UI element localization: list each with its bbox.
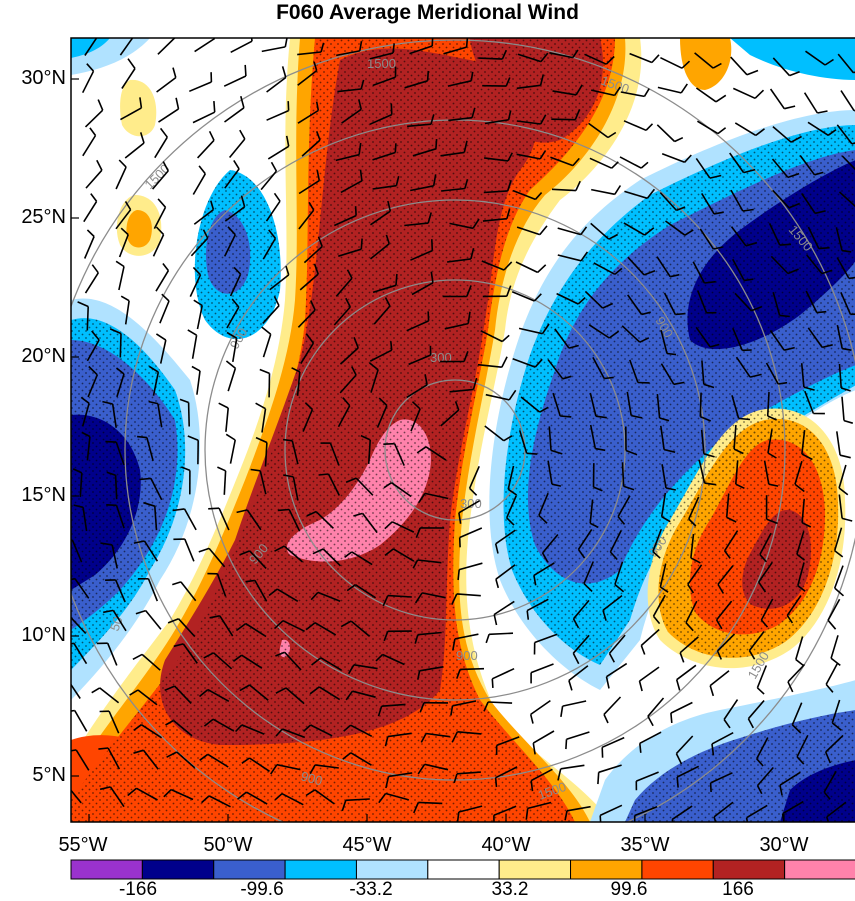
lat-label-10n: 10°N xyxy=(2,624,66,647)
lat-label-15n: 15°N xyxy=(2,484,66,507)
wind-barb-feather xyxy=(93,28,99,36)
wind-barb-feather xyxy=(278,510,289,511)
wind-barb-feather xyxy=(432,35,433,46)
wind-barb-feather xyxy=(780,244,791,245)
wind-barb-staff xyxy=(700,393,701,417)
colorbar-box xyxy=(499,860,570,879)
wind-barb-feather xyxy=(780,315,790,316)
colorbar-label: 166 xyxy=(693,879,783,901)
wind-barb-feather xyxy=(128,26,134,36)
wind-barb-staff xyxy=(623,462,624,486)
wind-barb-staff xyxy=(488,702,512,703)
wind-barb-feather xyxy=(319,474,329,475)
wind-barb-feather xyxy=(560,416,571,417)
contour-label-900: 900 xyxy=(456,648,478,663)
colorbar-box xyxy=(571,860,642,879)
wind-barb-feather xyxy=(361,239,362,250)
wind-barb-feather xyxy=(106,505,116,506)
lon-label-40w: 40°W xyxy=(461,834,551,857)
colorbar-label: 33.2 xyxy=(465,879,555,901)
wind-barb-feather xyxy=(739,418,750,419)
colorbar-box xyxy=(356,860,427,879)
colorbar-label: 99.6 xyxy=(584,879,674,901)
wind-barb-feather xyxy=(383,444,394,445)
wind-barb-feather xyxy=(566,739,567,749)
colorbar xyxy=(71,860,855,879)
wind-barb-feather xyxy=(711,783,712,792)
wind-barb-feather xyxy=(208,508,219,509)
wind-barb-feather xyxy=(527,611,528,620)
contour-label-300: 300 xyxy=(460,496,482,511)
wind-barb-feather xyxy=(245,65,246,76)
colorbar-box xyxy=(642,860,713,879)
wind-barb-staff xyxy=(478,58,502,59)
wind-barb-feather xyxy=(677,777,678,788)
wind-barb-feather xyxy=(60,616,70,620)
colorbar-box xyxy=(428,860,499,879)
colorbar-box xyxy=(214,860,285,879)
lon-label-50w: 50°W xyxy=(183,834,273,857)
wind-barb-feather xyxy=(817,312,827,313)
wind-barb-feather xyxy=(496,778,497,787)
lon-label-30w: 30°W xyxy=(739,834,829,857)
wind-barb-feather xyxy=(671,713,672,723)
wind-barb-feather xyxy=(640,743,641,753)
wind-barb-feather xyxy=(675,314,685,315)
wind-barb-feather xyxy=(58,679,67,681)
colorbar-label: -99.6 xyxy=(217,879,307,901)
wind-barb-feather xyxy=(428,71,429,81)
wind-barb-feather xyxy=(98,748,108,749)
wind-barb-staff xyxy=(489,633,513,634)
colorbar-box xyxy=(713,860,784,879)
wind-barb-feather xyxy=(667,354,676,355)
lat-label-30n: 30°N xyxy=(2,67,66,90)
wind-barb-feather xyxy=(467,35,468,47)
wind-barb-staff xyxy=(189,403,190,427)
wind-barb-feather xyxy=(600,815,601,826)
lon-label-55w: 55°W xyxy=(38,834,128,857)
wind-barb-staff xyxy=(460,669,484,670)
wind-barb-staff xyxy=(120,334,121,358)
wind-barb-feather xyxy=(492,679,493,688)
wind-barb-feather xyxy=(391,341,392,350)
wind-barb-feather xyxy=(391,103,392,114)
wind-barb-feather xyxy=(251,31,252,41)
wind-barb-feather xyxy=(604,377,614,378)
wind-barb-feather xyxy=(139,478,151,479)
wind-barb-feather xyxy=(356,206,357,215)
wind-barb-staff xyxy=(551,119,575,120)
contour-label-300: 300 xyxy=(430,350,452,365)
west-orange-blob xyxy=(126,210,151,248)
wind-barb-staff xyxy=(87,307,88,331)
colorbar-label: -166 xyxy=(93,879,183,901)
wind-barb-feather xyxy=(395,143,396,152)
wind-barb-feather xyxy=(396,274,397,285)
wind-barb-feather xyxy=(171,27,176,37)
lat-label-20n: 20°N xyxy=(2,345,66,368)
wind-barb-feather xyxy=(436,139,437,149)
wind-barb-feather xyxy=(819,248,830,249)
wind-barb-feather xyxy=(213,29,215,39)
wind-barb-staff xyxy=(116,475,117,499)
lat-label-25n: 25°N xyxy=(2,206,66,229)
lon-label-35w: 35°W xyxy=(600,834,690,857)
colorbar-box xyxy=(285,860,356,879)
colorbar-box xyxy=(71,860,142,879)
colorbar-box xyxy=(785,860,855,879)
wind-barb-feather xyxy=(137,437,147,438)
wind-barb-feather xyxy=(527,453,538,454)
colorbar-box xyxy=(142,860,213,879)
wind-barb-feather xyxy=(458,570,459,580)
wind-barb-staff xyxy=(418,802,442,803)
wind-barb-feather xyxy=(105,442,116,443)
colorbar-label: -33.2 xyxy=(326,879,416,901)
wind-barb-feather xyxy=(214,101,215,112)
wind-barb-feather xyxy=(598,772,599,784)
wind-barb-feather xyxy=(432,239,433,250)
lat-label-5n: 5°N xyxy=(2,764,66,787)
lon-label-45w: 45°W xyxy=(322,834,412,857)
